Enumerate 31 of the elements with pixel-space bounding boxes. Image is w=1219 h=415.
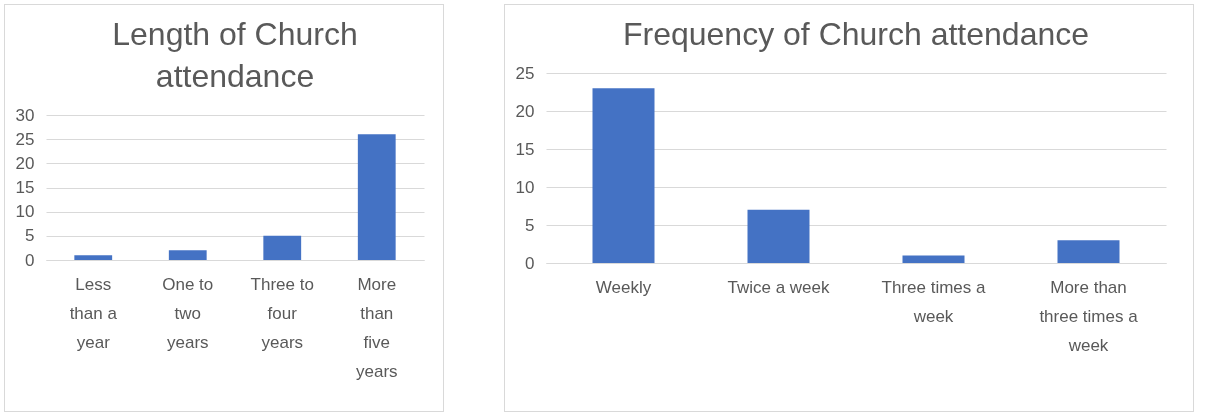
y-tick-label: 20 bbox=[15, 153, 35, 173]
chart-title: Frequency of Church attendance bbox=[622, 16, 1090, 52]
y-tick-label: 15 bbox=[15, 178, 35, 197]
x-tick-label: Three times a week bbox=[881, 277, 986, 326]
y-tick-label: 0 bbox=[525, 253, 535, 273]
y-tick-label: 20 bbox=[515, 101, 535, 121]
bar bbox=[902, 255, 965, 263]
bar bbox=[168, 250, 207, 260]
y-tick-label: 5 bbox=[25, 226, 35, 246]
bar bbox=[592, 88, 655, 263]
y-tick-label: 10 bbox=[515, 177, 535, 197]
x-tick-label: One to two years bbox=[162, 274, 214, 352]
y-tick-label: 25 bbox=[515, 63, 535, 83]
y-tick-label: 5 bbox=[525, 215, 535, 235]
x-tick-label: Twice a week bbox=[727, 277, 831, 297]
x-tick-label: More than five years bbox=[355, 274, 398, 381]
bar bbox=[1057, 240, 1120, 263]
bar bbox=[747, 209, 810, 263]
x-tick-label: Three to four years bbox=[250, 274, 314, 352]
y-tick-label: 0 bbox=[25, 250, 35, 270]
y-tick-label: 25 bbox=[15, 129, 35, 149]
y-tick-label: 10 bbox=[15, 202, 35, 222]
x-tick-label: Less than a year bbox=[69, 274, 118, 352]
y-tick-label: 30 bbox=[15, 105, 35, 125]
bar bbox=[263, 235, 302, 260]
bar bbox=[357, 134, 396, 260]
x-tick-label: Weekly bbox=[595, 277, 652, 297]
bar bbox=[74, 255, 113, 260]
y-tick-label: 15 bbox=[515, 139, 535, 159]
x-tick-label: More than three times a week bbox=[1039, 277, 1139, 355]
chart-title: Length of Church attendance bbox=[112, 16, 358, 94]
